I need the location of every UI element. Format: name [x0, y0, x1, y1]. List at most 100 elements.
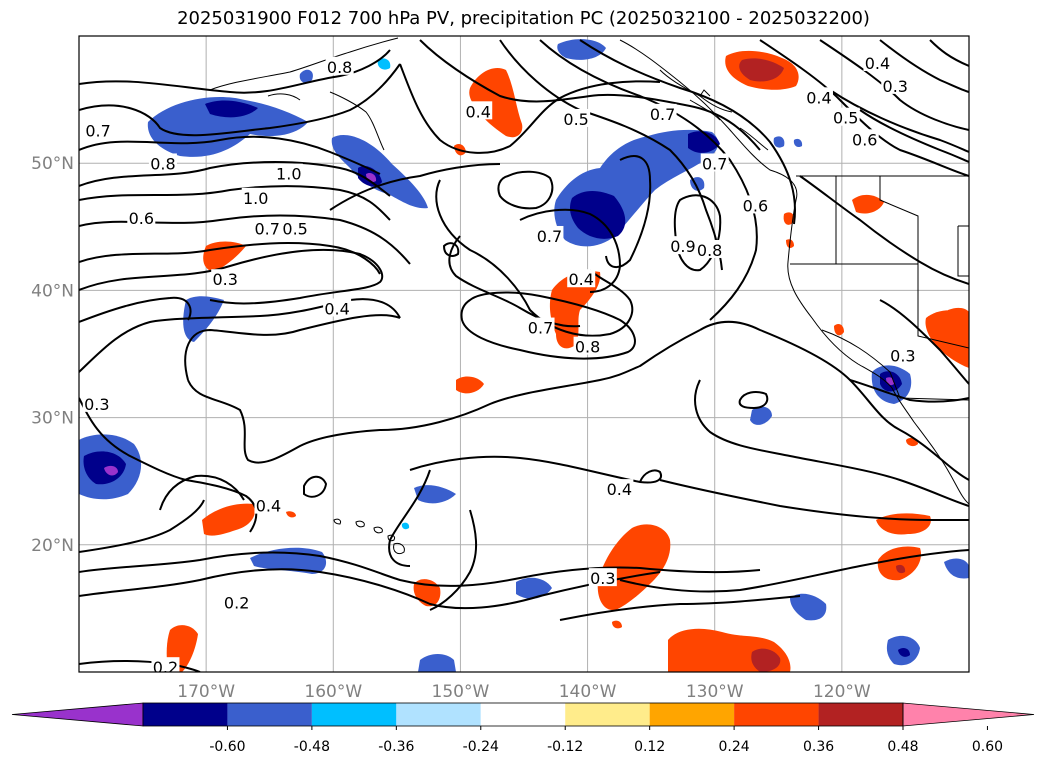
contour-label-bg — [84, 120, 113, 139]
contour-label-bg — [82, 393, 111, 412]
contour-label-bg — [741, 195, 770, 214]
colorbar — [11, 702, 1035, 727]
contour-label: 0.6 — [852, 130, 877, 149]
lat-tick-label: 50°N — [31, 154, 74, 174]
colorbar-tick-label: -0.36 — [378, 739, 414, 755]
contour-label-bg — [881, 75, 910, 94]
page-title: 2025031900 F012 700 hPa PV, precipitatio… — [177, 8, 870, 29]
contour-label: 0.7 — [537, 227, 562, 246]
contour-label: 0.7 — [650, 105, 675, 124]
lon-tick-label: 150°W — [432, 682, 490, 702]
lon-tick-label: 160°W — [304, 682, 362, 702]
contour-label: 0.5 — [833, 109, 858, 128]
contour-label-bg — [668, 236, 697, 255]
contour-label: 0.4 — [568, 270, 593, 289]
contour-label: 0.4 — [806, 88, 831, 107]
map-frame — [78, 35, 970, 673]
contour-label-bg — [281, 218, 310, 237]
contour-label: 0.4 — [865, 54, 890, 73]
contour-label: 0.3 — [84, 395, 109, 414]
coastlines — [209, 37, 969, 505]
contour-label: 0.9 — [670, 237, 695, 256]
contour-label-bg — [151, 657, 180, 672]
colorbar-tick-label: -0.48 — [294, 739, 330, 755]
lon-tick-label: 170°W — [177, 682, 235, 702]
contour-label: 0.3 — [212, 270, 237, 289]
contour-label: 0.4 — [607, 480, 632, 499]
colorbar-tick-label: -0.60 — [209, 739, 245, 755]
colorbar-segment — [480, 703, 566, 726]
contour-label-bg — [148, 153, 177, 172]
colorbar-tick-label: -0.12 — [547, 739, 583, 755]
colorbar-tick-label: 0.36 — [803, 739, 834, 755]
contour-label: 0.4 — [466, 102, 491, 121]
contour-label-bg — [274, 163, 303, 182]
contour-label-bg — [573, 336, 602, 355]
contour-label-bg — [850, 129, 879, 148]
lat-tick-label: 20°N — [31, 536, 74, 556]
colorbar-extend-high — [902, 702, 1035, 727]
contour-label-bg — [567, 269, 596, 288]
colorbar-segment — [649, 703, 735, 726]
contour-label-bg — [325, 56, 354, 75]
contour-label: 0.6 — [129, 209, 154, 228]
contour-label: 0.3 — [883, 77, 908, 96]
contour-label-bg — [831, 107, 860, 126]
contour-label-bg — [804, 87, 833, 106]
contour-label: 0.3 — [890, 347, 915, 366]
contour-label-bg — [695, 239, 724, 258]
colorbar-outline — [142, 702, 904, 727]
contour-label-bg — [253, 218, 282, 237]
lat-tick-label: 30°N — [31, 409, 74, 429]
colorbar-tick-label: 0.48 — [887, 739, 918, 755]
colorbar-tick-label: 0.12 — [634, 739, 665, 755]
hawaiian-islands — [333, 518, 405, 555]
contour-label-bg — [562, 108, 591, 127]
contour-label-bg — [323, 298, 352, 317]
colorbar-tick-labels: -0.60 -0.48 -0.36 -0.24 -0.12 0.12 0.24 0.36 0.4… — [209, 726, 1003, 755]
contour-label-bg — [863, 52, 892, 71]
contour-label-bg — [888, 345, 917, 364]
contour-label-bg — [605, 479, 634, 498]
lon-tick-label: 130°W — [686, 682, 744, 702]
precip-positive-anomalies — [166, 50, 969, 672]
contour-label: 0.3 — [590, 569, 615, 588]
contour-label-bg — [241, 187, 270, 206]
lon-tick-label: 140°W — [559, 682, 617, 702]
contour-label: 0.2 — [224, 593, 249, 612]
contour-label: 0.4 — [256, 497, 281, 516]
contour-label-bg — [535, 225, 564, 244]
contour-label: 0.8 — [327, 58, 352, 77]
colorbar-segment — [734, 703, 819, 726]
contour-label: 1.0 — [276, 165, 301, 184]
lat-tick-label: 40°N — [31, 281, 74, 301]
contour-label: 0.7 — [528, 319, 553, 338]
contour-label: 0.2 — [153, 658, 178, 677]
contour-label-bg — [648, 103, 677, 122]
contour-label-bg — [127, 208, 156, 227]
colorbar-segment — [311, 703, 397, 726]
contour-label-bg — [222, 592, 251, 611]
contour-label-bg — [464, 101, 493, 120]
contour-label: 0.4 — [324, 299, 349, 318]
contour-label: 0.7 — [254, 219, 279, 238]
contour-label: 0.5 — [563, 110, 588, 129]
contour-label-bg — [588, 568, 617, 587]
contour-label: 0.8 — [150, 154, 175, 173]
colorbar-tick-label: -0.24 — [463, 739, 499, 755]
contour-label-bg — [254, 495, 283, 514]
longitude-labels: 170°W 160°W 150°W 140°W 130°W 120°W — [177, 682, 871, 702]
colorbar-segment — [565, 703, 650, 726]
colorbar-segment — [396, 703, 481, 726]
colorbar-extend-low — [11, 702, 144, 727]
contour-label: 0.8 — [697, 241, 722, 260]
colorbar-segment — [818, 703, 903, 726]
colorbar-tick-label: 0.24 — [719, 739, 750, 755]
contour-label: 0.6 — [743, 196, 768, 215]
latitude-labels: 50°N 40°N 30°N 20°N — [31, 154, 74, 556]
contour-label: 0.7 — [85, 121, 110, 140]
lon-tick-label: 120°W — [813, 682, 871, 702]
colorbar-segment — [143, 703, 228, 726]
contour-label: 0.7 — [702, 154, 727, 173]
